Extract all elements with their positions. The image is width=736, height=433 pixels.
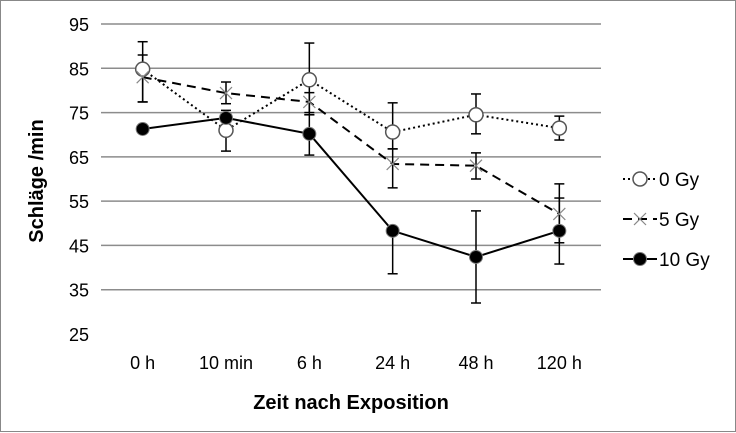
legend-label: 10 Gy bbox=[659, 250, 710, 271]
data-point bbox=[469, 249, 483, 264]
data-point bbox=[219, 110, 233, 125]
data-point bbox=[135, 121, 150, 136]
x-axis-label: Zeit nach Exposition bbox=[253, 392, 449, 414]
y-axis-label: Schläge /min bbox=[26, 119, 48, 242]
x-tick-label: 24 h bbox=[375, 353, 410, 373]
data-point bbox=[301, 72, 318, 88]
data-point bbox=[134, 61, 151, 77]
data-point bbox=[386, 157, 400, 171]
data-point bbox=[469, 159, 483, 173]
data-point bbox=[551, 120, 568, 136]
legend-marker bbox=[633, 212, 647, 226]
y-tick-label: 55 bbox=[69, 192, 89, 212]
data-point bbox=[384, 124, 401, 140]
x-tick-label: 48 h bbox=[458, 353, 493, 373]
data-point bbox=[302, 95, 316, 109]
y-tick-label: 85 bbox=[69, 59, 89, 79]
data-point bbox=[218, 122, 234, 139]
x-tick-label: 10 min bbox=[199, 353, 253, 373]
series-line-2 bbox=[142, 116, 560, 258]
y-tick-label: 65 bbox=[69, 148, 89, 168]
y-tick-label: 35 bbox=[69, 281, 89, 301]
data-point bbox=[552, 223, 567, 238]
data-point bbox=[302, 126, 317, 141]
legend-marker bbox=[633, 252, 647, 266]
data-point bbox=[552, 207, 566, 221]
series-line-1 bbox=[142, 76, 560, 215]
data-point bbox=[385, 223, 400, 238]
data-point bbox=[219, 86, 233, 100]
y-tick-label: 25 bbox=[69, 325, 89, 345]
series-line-0 bbox=[142, 68, 560, 134]
x-tick-label: 0 h bbox=[130, 353, 155, 373]
data-point bbox=[136, 70, 150, 84]
y-tick-label: 95 bbox=[69, 15, 89, 35]
data-point bbox=[468, 107, 484, 123]
legend-marker bbox=[632, 171, 648, 187]
y-tick-label: 45 bbox=[69, 236, 89, 256]
y-tick-label: 75 bbox=[69, 104, 89, 124]
x-tick-label: 6 h bbox=[297, 353, 322, 373]
legend-label: 5 Gy bbox=[659, 210, 700, 231]
legend-label: 0 Gy bbox=[659, 170, 700, 191]
x-tick-label: 120 h bbox=[537, 353, 582, 373]
